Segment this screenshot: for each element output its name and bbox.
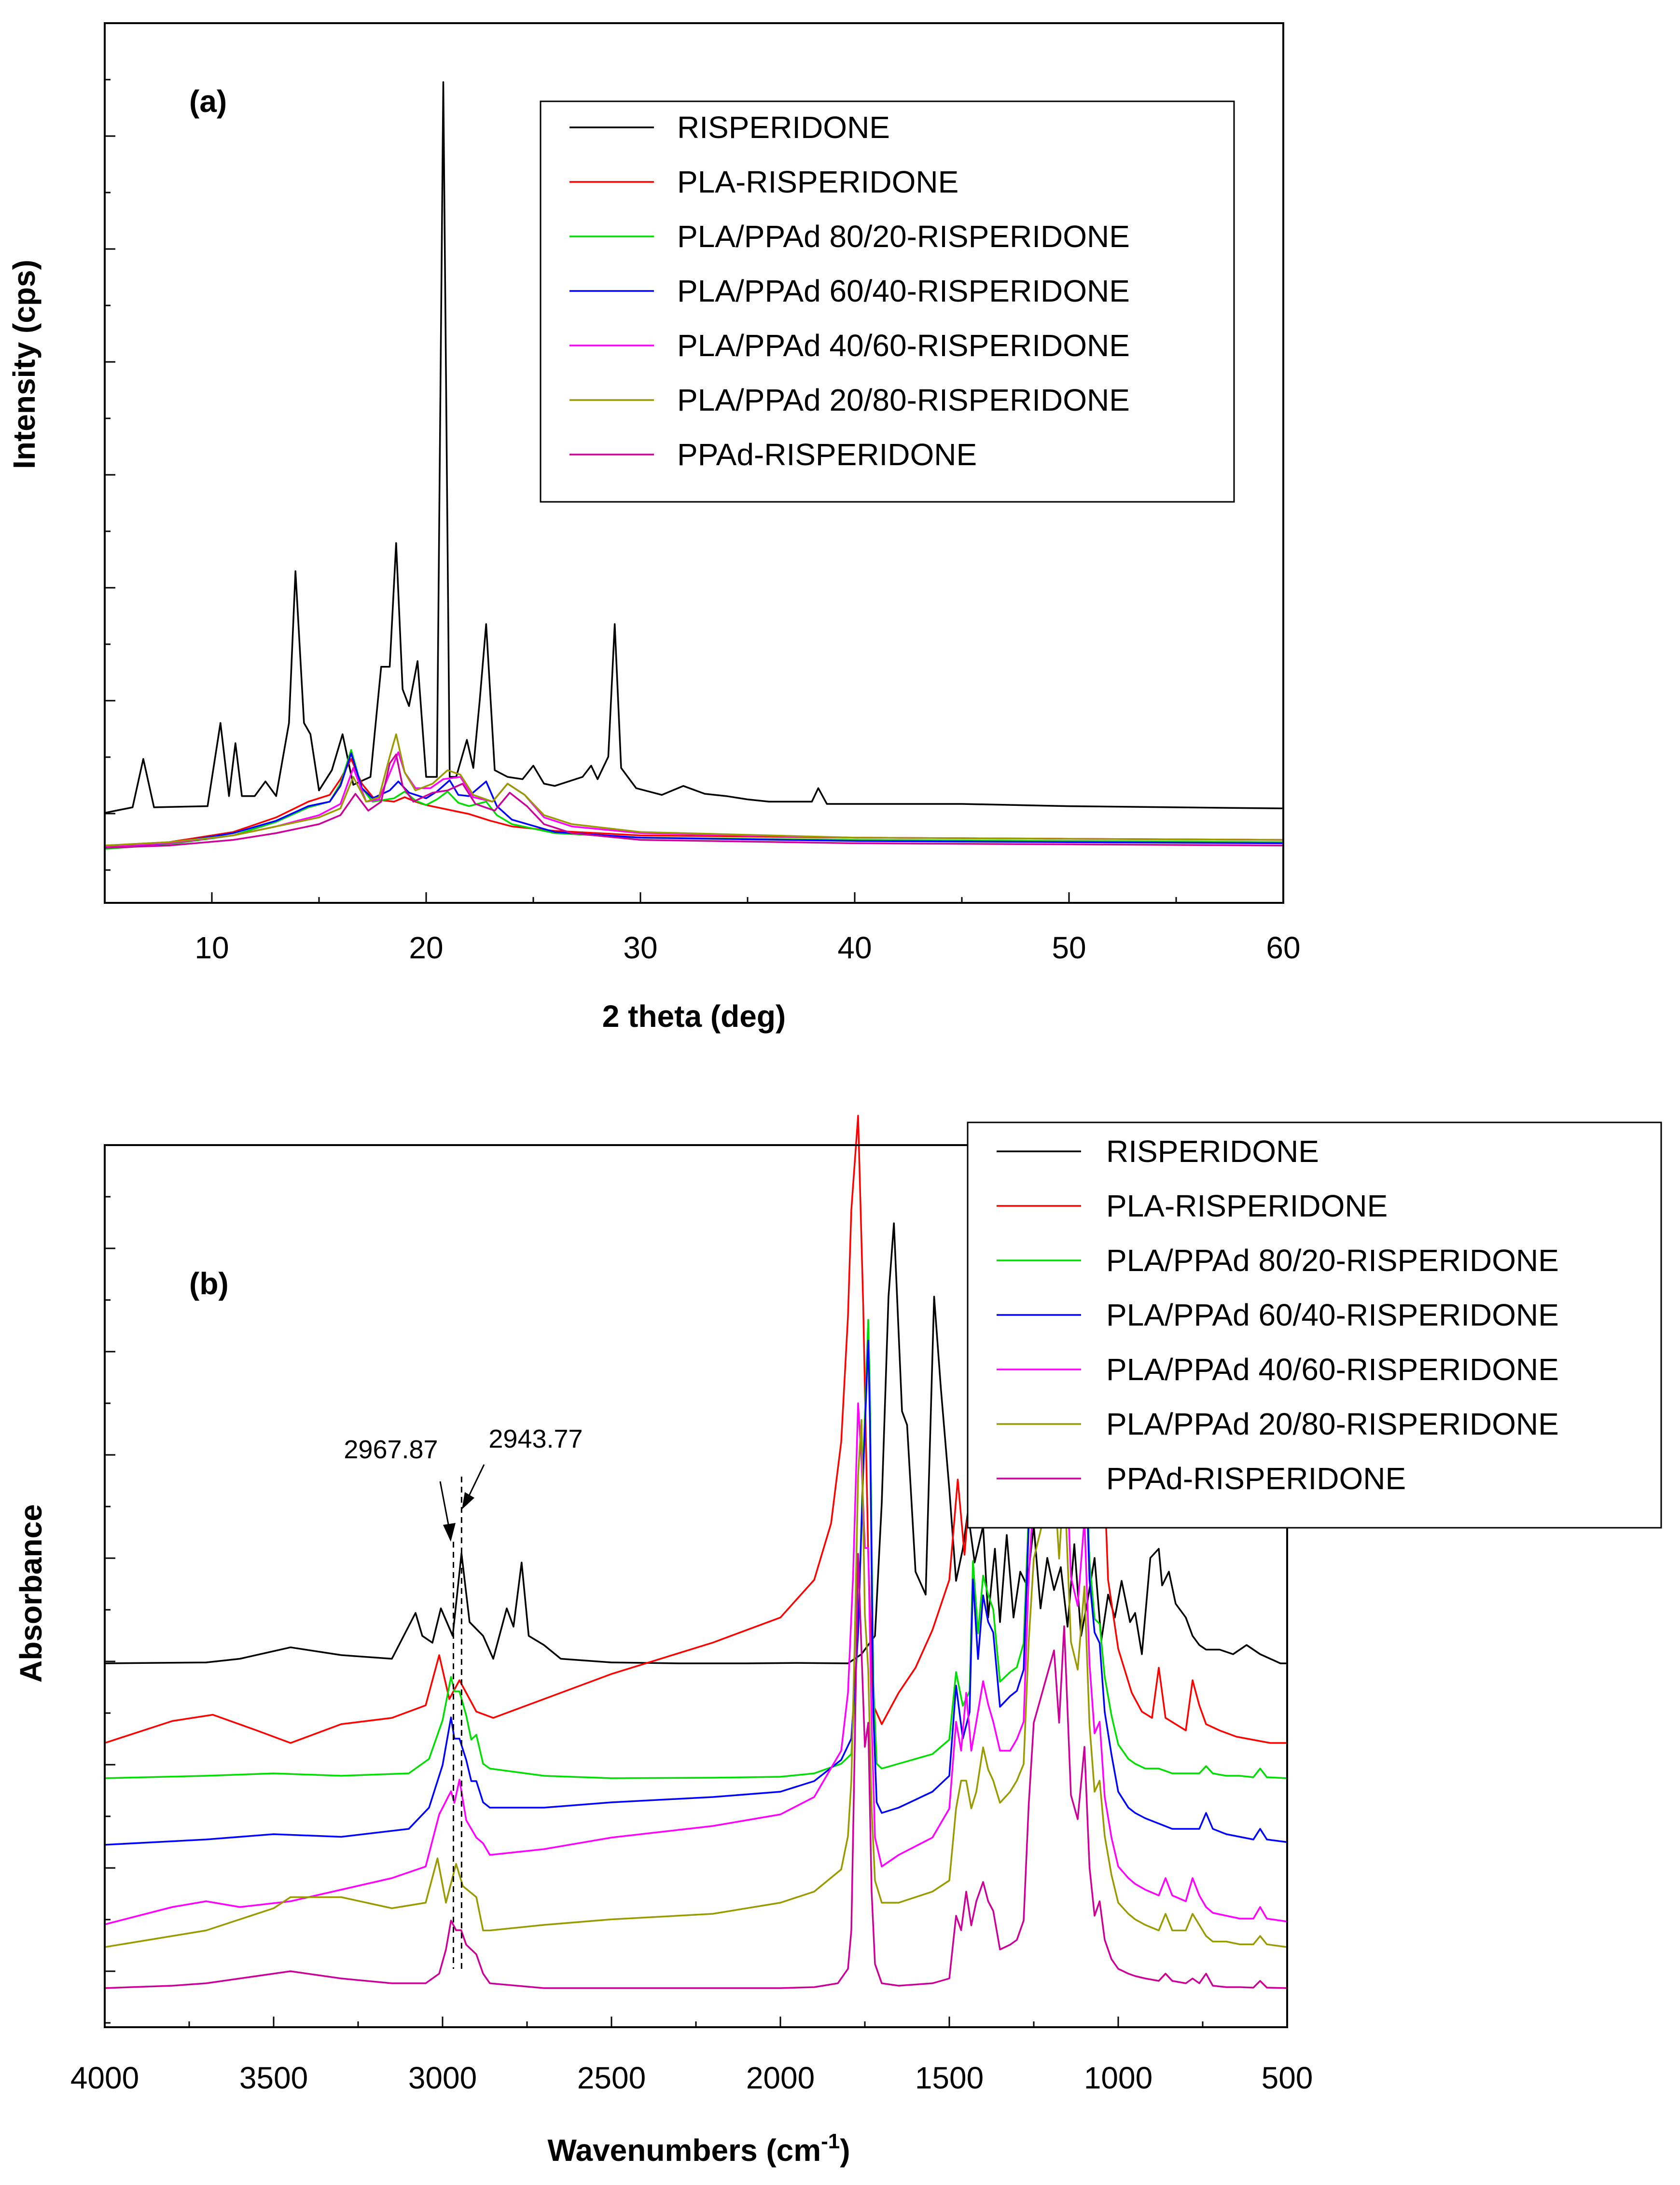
panel-b-x-tick-label: 2000 <box>746 2061 815 2095</box>
panel-b-legend-label-pla-risperidone: PLA-RISPERIDONE <box>1106 1189 1388 1223</box>
panel-b-annotation-2943: 2943.77 <box>488 1424 583 1453</box>
panel-a-x-tick-label: 60 <box>1266 930 1300 965</box>
panel-a-series-pla-ppad-80-20-risperidone <box>104 749 1284 850</box>
panel-a-label: (a) <box>189 84 227 119</box>
panel-a-x-ticks: 10 20 30 40 50 60 <box>104 892 1301 965</box>
panel-a-legend-label-pla-risperidone: PLA-RISPERIDONE <box>677 165 958 199</box>
panel-a-legend-label-pla-ppad-80-20-risperidone: PLA/PPAd 80/20-RISPERIDONE <box>677 219 1130 254</box>
panel-a-x-axis-title: 2 theta (deg) <box>602 999 786 1034</box>
panel-b-legend-label-risperidone: RISPERIDONE <box>1106 1134 1319 1169</box>
panel-b-x-tick-label: 1500 <box>915 2061 984 2095</box>
panel-b-legend-box <box>967 1121 1662 1529</box>
panel-b-y-axis-title: Absorbance <box>14 1504 48 1683</box>
panel-a-legend-label-pla-ppad-40-60-risperidone: PLA/PPAd 40/60-RISPERIDONE <box>677 328 1130 363</box>
panel-a-series-pla-ppad-60-40-risperidone <box>104 752 1284 849</box>
panel-b-arrowhead-2967 <box>443 1523 456 1542</box>
panel-a-series-pla-risperidone <box>104 758 1284 846</box>
panel-b-x-ticks: 4000 3500 3000 2500 2000 1500 1000 500 <box>70 2017 1313 2095</box>
panel-a-legend-label-ppad-risperidone: PPAd-RISPERIDONE <box>677 437 977 472</box>
panel-b-x-tick-label: 500 <box>1262 2061 1313 2095</box>
panel-b-series-pla-ppad-20-80-risperidone <box>104 1419 1288 1948</box>
panel-a-series-group <box>104 81 1284 850</box>
panel-b-x-tick-label: 2500 <box>577 2061 646 2095</box>
panel-b-x-axis-title: Wavenumbers (cm-1) <box>547 2130 850 2168</box>
panel-b-legend-label-pla-ppad-20-80-risperidone: PLA/PPAd 20/80-RISPERIDONE <box>1106 1407 1559 1441</box>
panel-b-legend-label-pla-ppad-80-20-risperidone: PLA/PPAd 80/20-RISPERIDONE <box>1106 1243 1559 1278</box>
panel-b-series-pla-ppad-80-20-risperidone <box>104 1319 1288 1779</box>
panel-b-series-pla-ppad-40-60-risperidone <box>104 1402 1288 1925</box>
panel-a-y-ticks <box>105 79 115 871</box>
panel-a-x-tick-label: 30 <box>623 930 657 965</box>
panel-b-peak-annotations: 2967.87 2943.77 <box>344 1424 583 1969</box>
panel-b-legend: RISPERIDONE PLA-RISPERIDONE PLA/PPAd 80/20… <box>967 1121 1662 1529</box>
panel-b-x-tick-label: 3500 <box>239 2061 308 2095</box>
panel-a-y-axis-title: Intensity (cps) <box>7 260 42 469</box>
panel-a-plot-frame <box>104 22 1284 904</box>
panel-b-y-ticks <box>105 1196 115 2024</box>
panel-a-x-tick-label: 50 <box>1052 930 1086 965</box>
panel-a-series-ppad-risperidone <box>104 753 1284 849</box>
panel-b-series-risperidone <box>104 1222 1287 1664</box>
panel-b-legend-label-pla-ppad-60-40-risperidone: PLA/PPAd 60/40-RISPERIDONE <box>1106 1298 1559 1332</box>
panel-b-legend-label-pla-ppad-40-60-risperidone: PLA/PPAd 40/60-RISPERIDONE <box>1106 1352 1559 1387</box>
panel-b-legend-label-ppad-risperidone: PPAd-RISPERIDONE <box>1106 1461 1406 1496</box>
panel-b-x-axis-title-end: ) <box>840 2133 850 2168</box>
panel-a-legend-box <box>540 100 1235 503</box>
panel-a-xrd-chart: 10 20 30 40 50 60 (a) 2 theta (deg) Intensity… <box>7 22 1301 1034</box>
panel-a-legend-label-risperidone: RISPERIDONE <box>677 110 890 145</box>
panel-b-x-axis-title-main: Wavenumbers (cm <box>547 2133 821 2168</box>
panel-b-series-ppad-risperidone <box>104 1553 1288 1989</box>
panel-b-series-pla-ppad-60-40-risperidone <box>104 1340 1288 1846</box>
panel-a-series-pla-ppad-20-80-risperidone <box>104 733 1284 846</box>
panel-b-x-tick-label: 3000 <box>408 2061 477 2095</box>
panel-b-annotation-2967: 2967.87 <box>344 1435 438 1464</box>
panel-a-x-tick-label: 20 <box>409 930 443 965</box>
panel-b-ftir-chart: 4000 3500 3000 2500 2000 1500 1000 500 2967.87 2… <box>14 1115 1662 2168</box>
panel-b-label: (b) <box>189 1266 229 1301</box>
panel-b-arrowhead-2943 <box>462 1492 474 1509</box>
panel-a-x-tick-label: 10 <box>194 930 229 965</box>
panel-b-x-axis-title-superscript: -1 <box>821 2130 840 2153</box>
panel-a-legend: RISPERIDONE PLA-RISPERIDONE PLA/PPAd 80/20… <box>540 100 1235 503</box>
panel-a-x-tick-label: 40 <box>837 930 872 965</box>
panel-a-legend-label-pla-ppad-20-80-risperidone: PLA/PPAd 20/80-RISPERIDONE <box>677 383 1130 417</box>
panel-b-x-tick-label: 1000 <box>1084 2061 1152 2095</box>
panel-a-series-risperidone <box>104 81 1284 814</box>
panel-b-x-tick-label: 4000 <box>70 2061 139 2095</box>
panel-a-legend-label-pla-ppad-60-40-risperidone: PLA/PPAd 60/40-RISPERIDONE <box>677 274 1130 308</box>
